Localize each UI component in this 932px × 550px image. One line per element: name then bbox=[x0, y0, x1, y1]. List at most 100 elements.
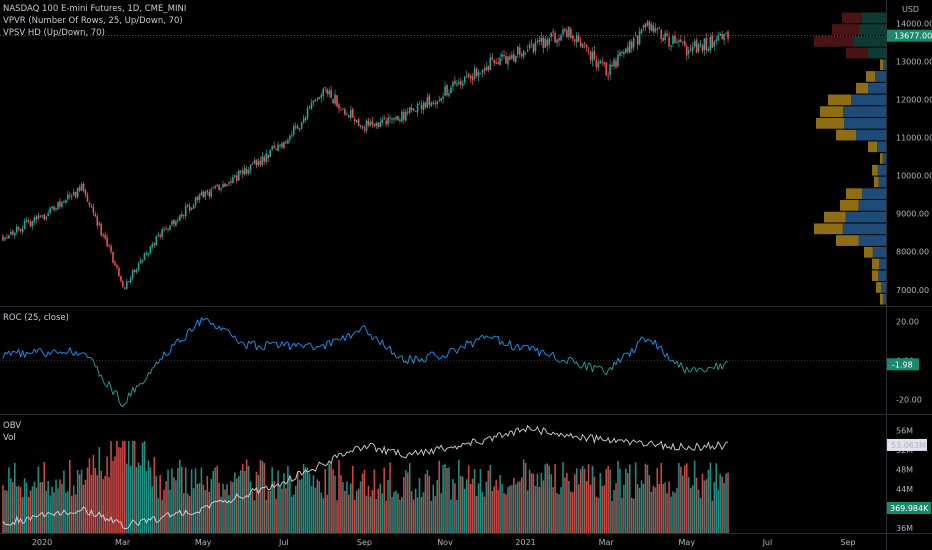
volume-bar bbox=[275, 498, 277, 533]
roc-line-segment bbox=[601, 368, 605, 374]
candle-body bbox=[403, 112, 405, 120]
candle-body bbox=[357, 119, 360, 127]
candle-body bbox=[314, 99, 317, 102]
volume-bar bbox=[367, 485, 370, 533]
volume-bar bbox=[182, 493, 185, 533]
legend-obv[interactable]: OBV bbox=[3, 421, 22, 431]
roc-line-segment bbox=[424, 354, 428, 362]
candle-body bbox=[59, 201, 61, 207]
volume-bar bbox=[524, 462, 527, 533]
candle-body bbox=[695, 40, 698, 53]
candle-body bbox=[373, 123, 376, 126]
roc-line-segment bbox=[291, 342, 295, 347]
legend-vpsv[interactable]: VPSV HD (Up/Down, 70) bbox=[3, 28, 105, 38]
roc-line-segment bbox=[649, 339, 652, 342]
candle-body bbox=[577, 36, 580, 42]
volume-bar bbox=[259, 459, 262, 533]
roc-line-segment bbox=[77, 353, 80, 356]
time-axis-tick-label: Jul bbox=[278, 538, 289, 547]
roc-line-segment bbox=[49, 351, 53, 355]
candle-body bbox=[530, 43, 533, 45]
volume-bar bbox=[112, 461, 114, 533]
volume-bar bbox=[208, 491, 211, 533]
volume-profile-up-bar bbox=[858, 235, 886, 246]
volume-profile-up-bar bbox=[842, 223, 886, 235]
candle-body bbox=[670, 45, 672, 47]
volume-bar bbox=[312, 475, 315, 533]
candle-body bbox=[654, 27, 657, 32]
volume-bar bbox=[194, 468, 197, 533]
candle-body bbox=[255, 159, 258, 166]
candle-body bbox=[684, 41, 686, 46]
roc-line-segment bbox=[212, 322, 216, 329]
volume-bar bbox=[709, 462, 712, 533]
volume-bar bbox=[538, 486, 541, 533]
roc-line-segment bbox=[385, 347, 389, 350]
roc-line-segment bbox=[566, 357, 570, 364]
legend-symbol[interactable]: NASDAQ 100 E-mini Futures, 1D, CME_MINI bbox=[3, 4, 187, 14]
candle-body bbox=[642, 25, 645, 28]
volume-bar bbox=[467, 465, 470, 533]
candle-body bbox=[263, 157, 266, 162]
candle-body bbox=[351, 109, 354, 118]
candle-body bbox=[713, 41, 716, 47]
roc-line-segment bbox=[454, 349, 458, 354]
candle-body bbox=[387, 117, 389, 125]
candle-body bbox=[216, 184, 218, 186]
legend-vpvr[interactable]: VPVR (Number Of Rows, 25, Up/Down, 70) bbox=[3, 16, 183, 26]
roc-line-segment bbox=[110, 387, 114, 395]
volume-bar bbox=[377, 488, 380, 533]
roc-line-segment bbox=[472, 341, 475, 348]
candle-body bbox=[414, 111, 417, 113]
candle-body bbox=[153, 243, 156, 246]
roc-line-segment bbox=[647, 338, 650, 341]
candle-body bbox=[177, 220, 179, 222]
volume-bar bbox=[465, 479, 468, 533]
legend-vol[interactable]: Vol bbox=[3, 433, 16, 443]
candle-body bbox=[640, 28, 643, 34]
candle-body bbox=[167, 228, 169, 230]
candle-body bbox=[440, 97, 442, 101]
candle-body bbox=[210, 189, 213, 197]
volume-bar bbox=[200, 467, 203, 533]
volume-bar bbox=[257, 475, 260, 533]
roc-line-segment bbox=[523, 344, 526, 347]
roc-line-segment bbox=[413, 355, 417, 364]
candle-body bbox=[674, 35, 676, 43]
candle-body bbox=[279, 144, 281, 146]
roc-line-segment bbox=[641, 336, 644, 339]
roc-legend[interactable]: ROC (25, close) bbox=[3, 313, 69, 323]
roc-line-segment bbox=[706, 367, 709, 372]
volume-bar bbox=[76, 469, 79, 533]
candle-body bbox=[33, 217, 36, 222]
volume-bar bbox=[171, 468, 173, 533]
candle-body bbox=[161, 229, 163, 238]
roc-line-segment bbox=[470, 340, 474, 348]
candle-body bbox=[644, 23, 647, 28]
volume-profile-down-bar bbox=[824, 211, 846, 223]
candle-body bbox=[92, 206, 95, 214]
roc-line-segment bbox=[313, 348, 316, 351]
candle-body bbox=[200, 192, 203, 196]
roc-line-segment bbox=[234, 335, 238, 342]
roc-line-segment bbox=[721, 364, 725, 370]
volume-bar bbox=[469, 483, 472, 533]
candle-body bbox=[310, 102, 313, 109]
candle-body bbox=[420, 105, 423, 110]
candle-body bbox=[658, 27, 661, 29]
volume-profile-up-bar bbox=[856, 129, 886, 141]
candle-body bbox=[705, 37, 708, 51]
candle-body bbox=[520, 54, 523, 57]
roc-line-segment bbox=[69, 347, 73, 353]
candle-body bbox=[149, 246, 152, 254]
volume-bar bbox=[190, 469, 193, 533]
roc-line-segment bbox=[686, 366, 690, 372]
roc-line-segment bbox=[169, 344, 173, 353]
volume-bar bbox=[45, 490, 47, 533]
roc-line-segment bbox=[256, 345, 259, 350]
candle-body bbox=[269, 149, 271, 157]
roc-line-segment bbox=[47, 351, 51, 355]
roc-line-segment bbox=[206, 318, 210, 322]
